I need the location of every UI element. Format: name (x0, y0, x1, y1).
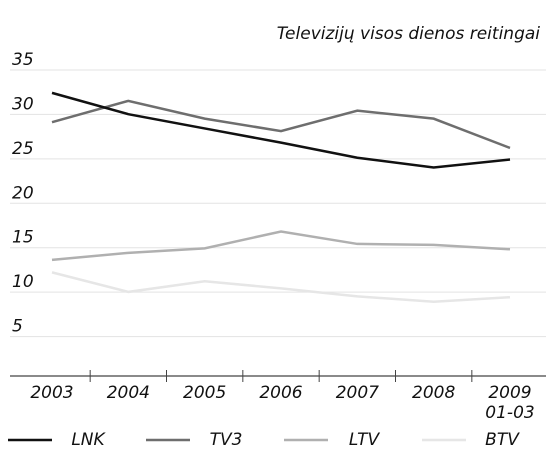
x-tick-label: 2009 01-03 (485, 383, 534, 423)
chart-title: Televizijų visos dienos reitingai (277, 24, 541, 44)
x-tick-label: 2007 (336, 383, 379, 403)
series-line (51, 230, 511, 262)
x-tick-label: 2005 (183, 383, 226, 403)
x-tick-label: 2004 (107, 383, 150, 403)
y-tick-label: 30 (12, 94, 34, 114)
y-tick-label: 15 (12, 228, 34, 248)
legend-label: LNK (71, 430, 106, 450)
x-tick-label: 2006 (259, 383, 302, 403)
series-line (51, 271, 511, 303)
legend-label: TV3 (210, 430, 243, 450)
legend-label: LTV (349, 430, 381, 450)
series-line (51, 91, 511, 169)
y-tick-label: 5 (12, 317, 23, 337)
y-tick-label: 35 (12, 50, 34, 70)
y-tick-label: 25 (12, 139, 34, 159)
y-tick-label: 10 (12, 272, 34, 292)
x-tick-label: 2003 (30, 383, 73, 403)
legend-label: BTV (485, 430, 520, 450)
y-tick-label: 20 (12, 183, 34, 203)
x-tick-label: 2008 (412, 383, 455, 403)
series-line (51, 99, 511, 150)
